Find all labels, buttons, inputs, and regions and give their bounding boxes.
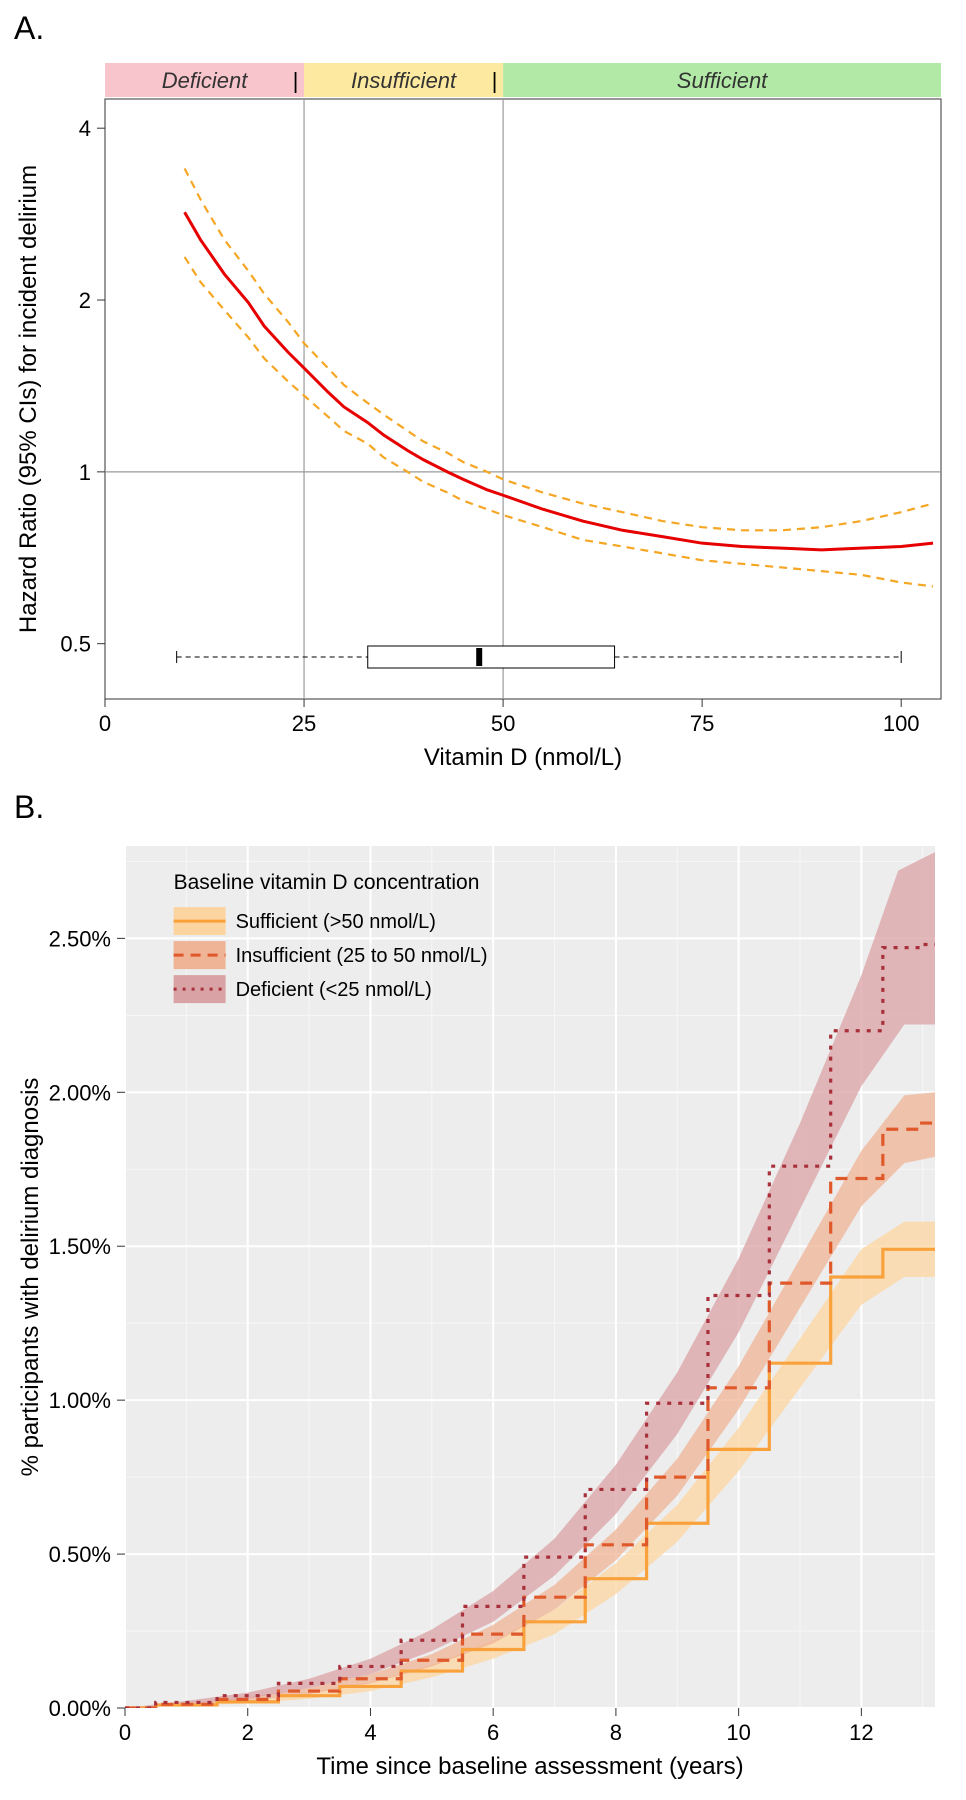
- svg-text:1.50%: 1.50%: [49, 1234, 111, 1259]
- svg-text:Sufficient: Sufficient: [677, 68, 768, 93]
- chart-a-svg: Deficient Insufficient Sufficient | | 0 25 50 75…: [10, 49, 956, 789]
- svg-text:% participants with delirium d: % participants with delirium diagnosis: [17, 1078, 44, 1477]
- svg-text:0: 0: [119, 1720, 131, 1745]
- svg-text:Insufficient (25 to 50 nmol/L): Insufficient (25 to 50 nmol/L): [236, 945, 488, 967]
- svg-text:1.00%: 1.00%: [49, 1388, 111, 1413]
- svg-text:100: 100: [883, 711, 920, 736]
- svg-text:4: 4: [79, 116, 91, 141]
- panel-a-label: A.: [14, 10, 956, 47]
- svg-text:Hazard Ratio (95% CIs) for inc: Hazard Ratio (95% CIs) for incident deli…: [15, 165, 42, 633]
- svg-text:12: 12: [849, 1720, 873, 1745]
- svg-text:Baseline vitamin D concentrati: Baseline vitamin D concentration: [174, 871, 480, 894]
- svg-text:25: 25: [292, 711, 316, 736]
- svg-text:Time since baseline assessment: Time since baseline assessment (years): [316, 1753, 743, 1780]
- svg-text:0.00%: 0.00%: [49, 1696, 111, 1721]
- svg-text:0.5: 0.5: [60, 632, 91, 657]
- svg-text:0.50%: 0.50%: [49, 1542, 111, 1567]
- svg-text:Deficient: Deficient: [162, 68, 248, 93]
- svg-text:6: 6: [487, 1720, 499, 1745]
- svg-text:2: 2: [242, 1720, 254, 1745]
- chart-b-svg: 0 2 4 6 8 10 12 0.00% 0.50% 1.00% 1.50% 2.00% 2.50% T…: [10, 828, 956, 1788]
- svg-text:4: 4: [364, 1720, 376, 1745]
- panel-b-label: B.: [14, 789, 956, 826]
- svg-text:0: 0: [99, 711, 111, 736]
- chart-b: 0 2 4 6 8 10 12 0.00% 0.50% 1.00% 1.50% 2.00% 2.50% T…: [10, 828, 956, 1788]
- svg-text:Sufficient (>50 nmol/L): Sufficient (>50 nmol/L): [236, 911, 436, 933]
- svg-text:2.50%: 2.50%: [49, 926, 111, 951]
- svg-text:8: 8: [610, 1720, 622, 1745]
- svg-text:50: 50: [491, 711, 515, 736]
- chart-a: Deficient Insufficient Sufficient | | 0 25 50 75…: [10, 49, 956, 789]
- svg-text:75: 75: [690, 711, 714, 736]
- svg-text:2.00%: 2.00%: [49, 1080, 111, 1105]
- svg-text:2: 2: [79, 288, 91, 313]
- svg-text:|: |: [491, 68, 497, 93]
- svg-text:1: 1: [79, 460, 91, 485]
- svg-text:|: |: [292, 68, 298, 93]
- svg-text:Insufficient: Insufficient: [351, 68, 457, 93]
- svg-text:Deficient (<25 nmol/L): Deficient (<25 nmol/L): [236, 979, 432, 1001]
- svg-text:Vitamin D (nmol/L): Vitamin D (nmol/L): [424, 744, 622, 771]
- svg-text:10: 10: [726, 1720, 750, 1745]
